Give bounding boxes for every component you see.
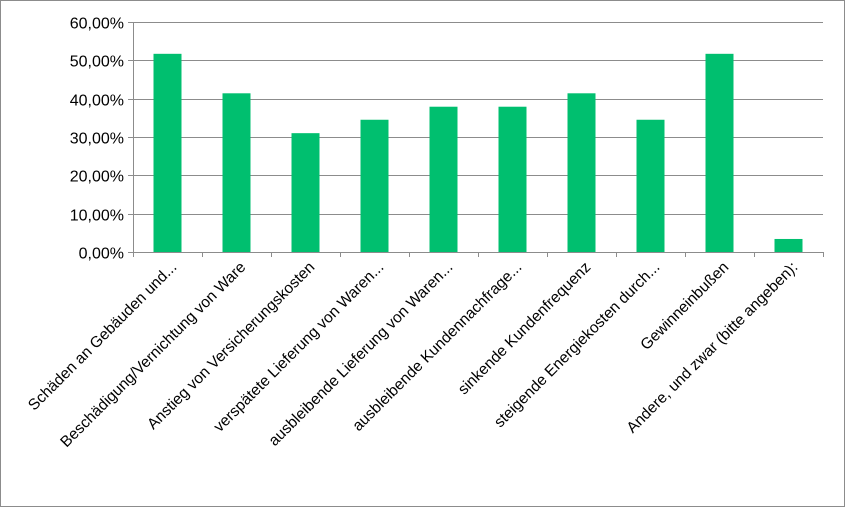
bar xyxy=(360,119,389,252)
x-axis-category-labels: Schäden an Gebäuden und...Beschädigung/V… xyxy=(25,259,801,451)
bar xyxy=(705,53,734,252)
x-category-label: Schäden an Gebäuden und... xyxy=(25,259,180,414)
y-tick-label: 10,00% xyxy=(70,208,124,225)
bar xyxy=(222,93,251,252)
y-tick-label: 50,00% xyxy=(70,54,124,71)
bar xyxy=(567,93,596,252)
bar xyxy=(429,106,458,252)
bars xyxy=(153,53,803,252)
x-category-label: sinkende Kundenfrequenz xyxy=(455,259,594,398)
y-tick-label: 20,00% xyxy=(70,169,124,186)
bar xyxy=(636,119,665,252)
bar xyxy=(291,133,320,252)
bar xyxy=(498,106,527,252)
y-tick-label: 60,00% xyxy=(70,16,124,33)
y-tick-label: 0,00% xyxy=(79,246,124,263)
bar xyxy=(774,238,803,252)
y-axis-tick-labels: 0,00% 10,00% 20,00% 30,00% 40,00% 50,00% 60,00… xyxy=(70,16,124,263)
bar xyxy=(153,53,182,252)
y-tick-label: 30,00% xyxy=(70,131,124,148)
axes xyxy=(128,22,824,257)
y-tick-label: 40,00% xyxy=(70,93,124,110)
